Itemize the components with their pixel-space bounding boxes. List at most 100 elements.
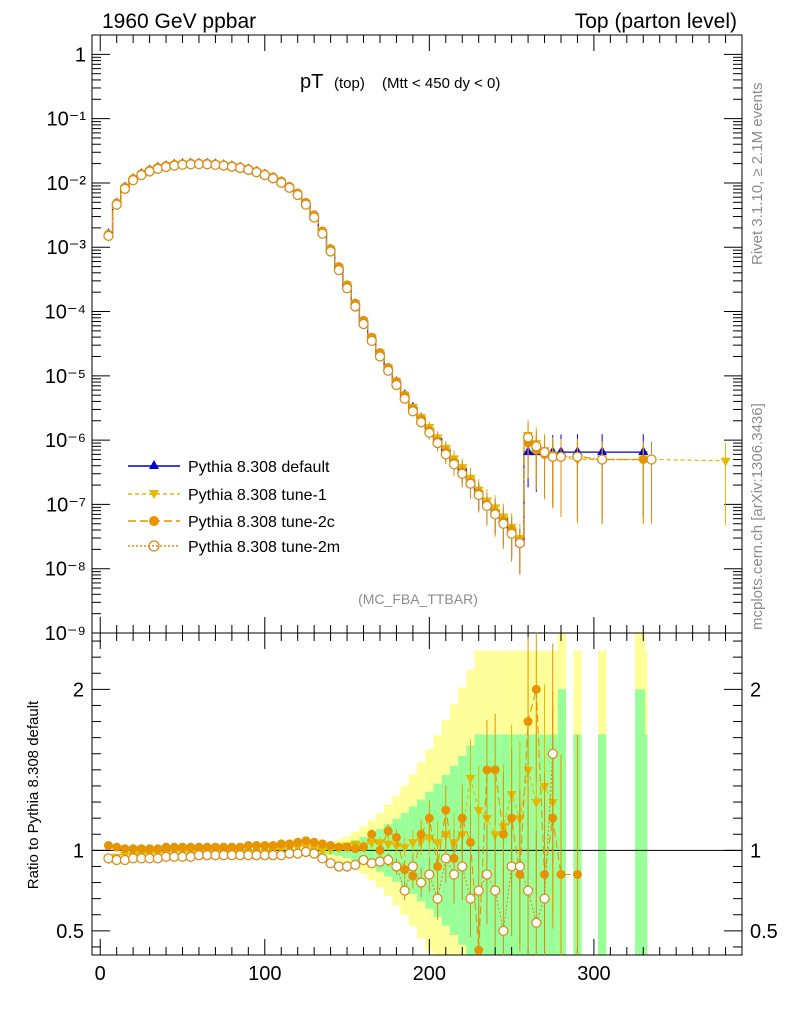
ratio-data-point [161, 842, 171, 852]
ratio-data-point [416, 829, 426, 839]
main-data-point [234, 162, 246, 174]
ratio-data-point [103, 853, 114, 864]
ratio-data-point [112, 842, 122, 852]
ratio-data-point [334, 842, 344, 852]
ratio-data-point [210, 842, 220, 852]
legend-label-tune1: Pythia 8.308 tune-1 [188, 487, 327, 504]
ratio-data-point [448, 869, 460, 880]
ratio-band-green [557, 689, 566, 955]
ratio-data-point [309, 848, 320, 859]
legend-entry-tune2m: Pythia 8.308 tune-2m [128, 539, 340, 556]
main-data-point [539, 446, 550, 458]
ratio-data-point [441, 805, 451, 815]
ratio-data-point [383, 840, 394, 850]
ratio-data-point [482, 765, 492, 775]
ratio-data-point [152, 853, 163, 864]
main-data-point [333, 265, 344, 276]
main-data-point [127, 175, 139, 186]
ratio-data-point [227, 842, 237, 852]
ratio-data-point [284, 839, 294, 849]
main-data-point [391, 379, 402, 391]
ratio-data-point [531, 917, 542, 928]
main-y-tick-label: 10⁻³ [47, 237, 87, 259]
ratio-data-point [326, 841, 336, 851]
ratio-y-label: Ratio to Pythia 8.308 default [25, 700, 42, 889]
ratio-data-point [243, 841, 253, 851]
ratio-data-point [374, 839, 385, 849]
ratio-data-point [375, 845, 385, 855]
ratio-data-point [391, 861, 402, 872]
ratio-data-point [367, 829, 377, 839]
ratio-data-point [317, 853, 328, 864]
ratio-data-point [186, 842, 196, 852]
ratio-data-point [415, 877, 427, 888]
ratio-y-tick-label: 0.5 [56, 921, 84, 943]
ratio-data-point [457, 813, 467, 823]
ratio-data-point [103, 841, 113, 851]
main-data-point [399, 393, 410, 404]
main-data-point [374, 351, 386, 362]
ratio-y-tick-label: 0.5 [750, 921, 778, 943]
legend-entry-tune2c: Pythia 8.308 tune-2c [128, 514, 335, 531]
ratio-data-point [276, 839, 286, 849]
ratio-data-point [465, 774, 476, 784]
main-data-point [596, 454, 608, 465]
ratio-data-point [202, 842, 212, 852]
main-data-point [276, 177, 287, 188]
ratio-data-point [440, 853, 451, 864]
ratio-data-point [300, 846, 312, 858]
plot-title-main: pT [300, 71, 323, 93]
watermark: (MC_FBA_TTBAR) [358, 591, 478, 607]
ratio-data-point [498, 925, 509, 936]
main-y-tick-label: 10⁻¹ [47, 109, 87, 131]
main-y-tick-label: 10⁻⁷ [46, 494, 86, 516]
ratio-data-point [490, 885, 501, 896]
ratio-y-tick-label: 1 [73, 840, 84, 862]
ratio-data-point [432, 893, 443, 904]
ratio-band-green [598, 734, 607, 955]
ratio-data-point [145, 844, 155, 854]
ratio-data-point [539, 893, 550, 904]
ratio-data-point [317, 839, 327, 849]
ratio-data-point [119, 854, 131, 866]
ratio-data-point [391, 832, 401, 842]
ratio-data-point [457, 861, 468, 872]
main-data-point [465, 478, 476, 489]
ratio-data-point [366, 839, 377, 849]
header-left: 1960 GeV ppbar [102, 10, 256, 33]
legend-label-default: Pythia 8.308 default [188, 459, 330, 476]
ratio-data-point [432, 839, 443, 849]
main-data-point [720, 457, 731, 467]
ratio-data-point [120, 844, 130, 854]
main-data-point [119, 183, 131, 194]
ratio-x-tick-label: 200 [413, 963, 446, 985]
ratio-x-tick-label: 100 [248, 963, 281, 985]
ratio-data-point [268, 841, 278, 851]
main-data-point [309, 212, 320, 223]
frames: 110⁻¹10⁻²10⁻³10⁻⁴10⁻⁵10⁻⁶10⁻⁷10⁻⁸10⁻⁹0 10… [45, 34, 778, 985]
ratio-y-tick-label: 2 [750, 679, 761, 701]
ratio-data-point [531, 799, 542, 809]
ratio-data-point [465, 837, 475, 847]
ratio-data-point [292, 848, 303, 859]
plot-title-sub2: (Mtt < 450 dy < 0) [382, 75, 500, 92]
ratio-data-point [366, 858, 377, 869]
ratio-data-point [399, 885, 410, 896]
ratio-x-tick-label: 300 [577, 963, 610, 985]
ratio-data-point [341, 861, 353, 872]
ratio-series [103, 633, 582, 955]
ratio-data-point [178, 842, 188, 852]
main-series [103, 157, 731, 575]
main-y-tick-label: 10⁻² [47, 173, 87, 195]
legend-entry-default: Pythia 8.308 default [128, 459, 330, 476]
main-data-point [358, 318, 369, 330]
main-data-point [111, 199, 122, 210]
ratio-data-point [342, 842, 352, 852]
main-y-tick-label: 10⁻⁶ [45, 430, 86, 452]
ratio-data-point [194, 842, 204, 852]
ratio-data-point [498, 829, 508, 839]
main-data-point [572, 451, 583, 462]
ratio-data-point [235, 842, 245, 852]
ratio-band-green [635, 689, 645, 955]
ratio-data-point [169, 842, 179, 852]
